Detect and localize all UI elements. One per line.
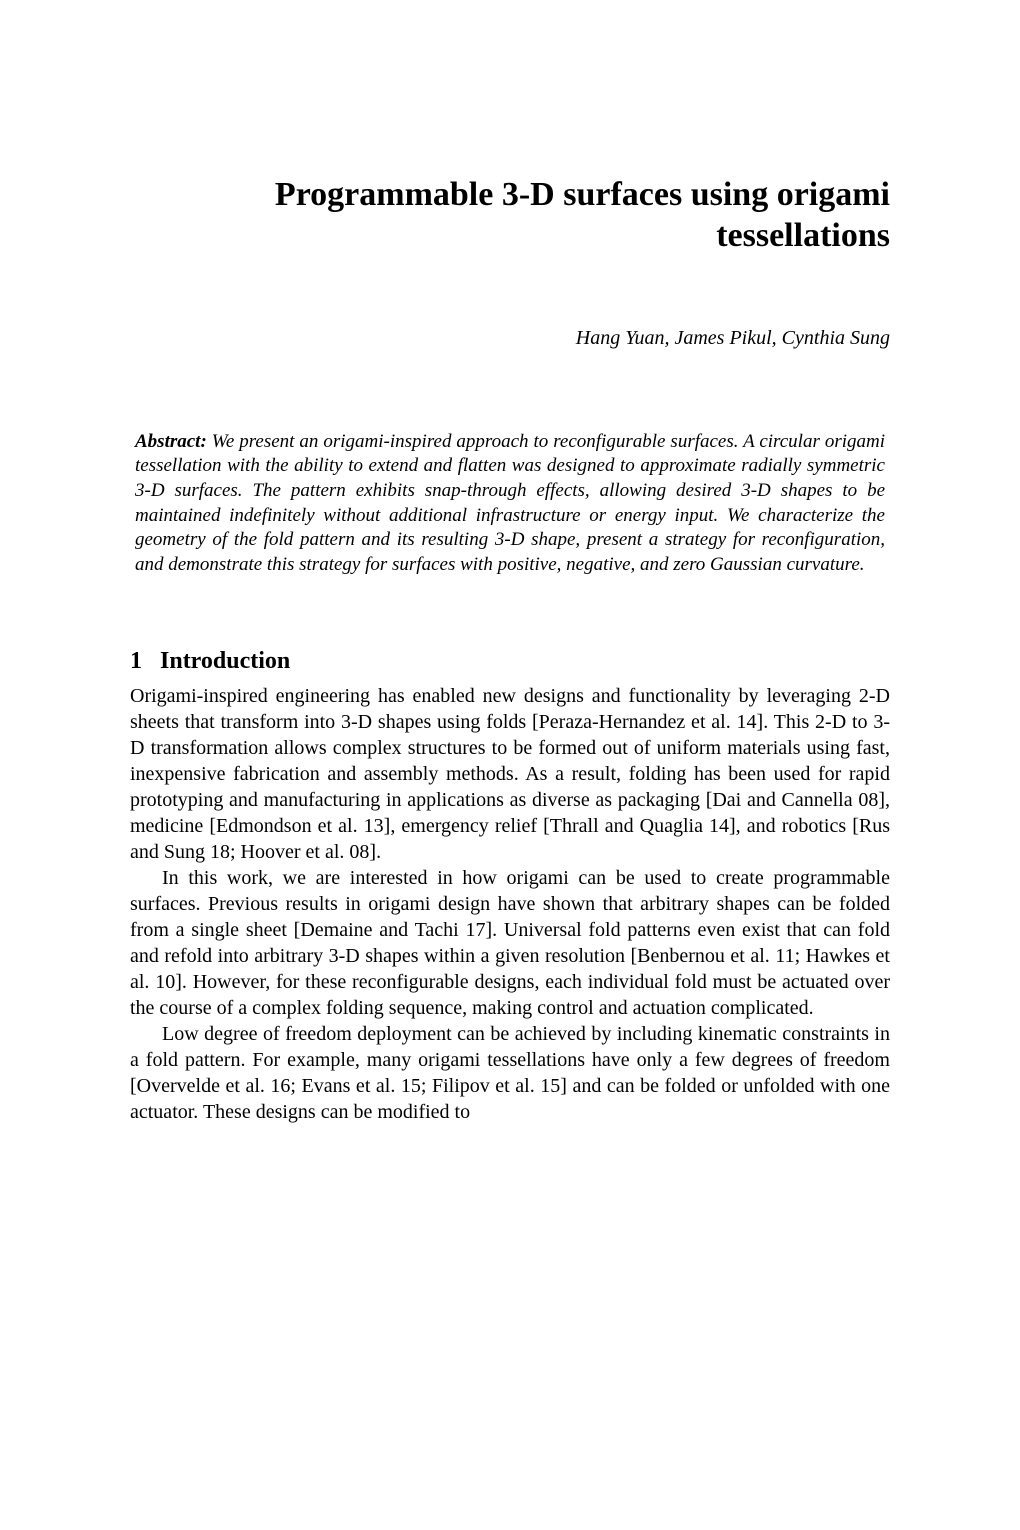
- body-paragraph: In this work, we are interested in how o…: [130, 865, 890, 1021]
- body-paragraph: Low degree of freedom deployment can be …: [130, 1021, 890, 1125]
- section-title: Introduction: [160, 648, 290, 674]
- abstract-label: Abstract:: [135, 431, 207, 452]
- section-heading-introduction: 1 Introduction: [130, 648, 890, 675]
- section-number: 1: [130, 648, 142, 675]
- abstract-text: We present an origami-inspired approach …: [135, 431, 885, 575]
- body-paragraph: Origami-inspired engineering has enabled…: [130, 683, 890, 865]
- paper-title: Programmable 3-D surfaces using origami …: [130, 175, 890, 257]
- abstract-block: Abstract: We present an origami-inspired…: [130, 430, 890, 578]
- paper-authors: Hang Yuan, James Pikul, Cynthia Sung: [130, 327, 890, 350]
